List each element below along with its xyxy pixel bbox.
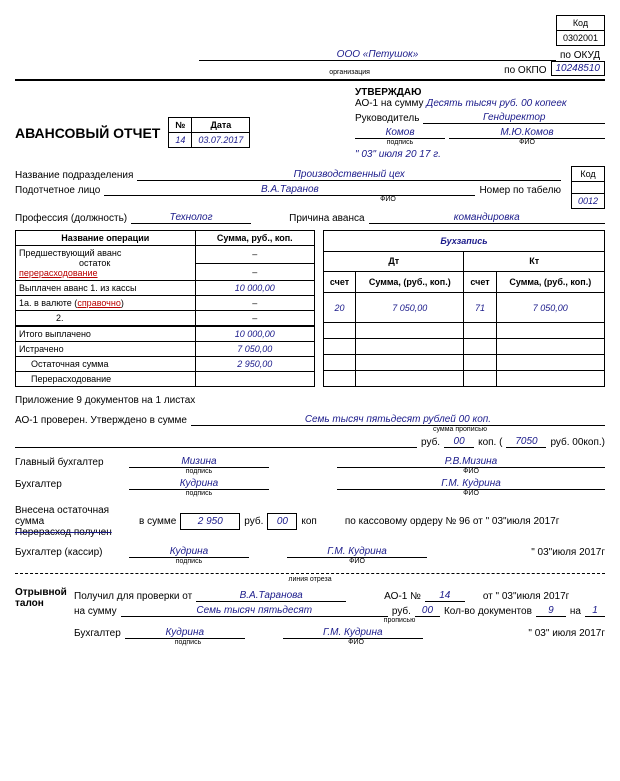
dept-v3: Технолог bbox=[131, 212, 251, 224]
boss-lbl: Руководитель bbox=[355, 113, 419, 124]
reason-lbl: Причина аванса bbox=[289, 213, 364, 224]
attachment: Приложение 9 документов на 1 листах bbox=[15, 395, 605, 406]
okpo-lbl: по ОКПО bbox=[504, 65, 546, 76]
boss-pos: Гендиректор bbox=[423, 112, 605, 124]
okud-lbl: по ОКУД bbox=[560, 50, 605, 61]
lt-h1: Название операции bbox=[16, 231, 196, 246]
org-name: ООО «Петушок» bbox=[199, 49, 556, 61]
tab-num: 0012 bbox=[571, 194, 604, 209]
kod-lbl2: Код bbox=[571, 167, 604, 182]
approve-date: " 03" июля 20 17 г. bbox=[355, 149, 605, 160]
kod-label: Код bbox=[556, 16, 604, 31]
okpo: 10248510 bbox=[551, 61, 606, 76]
dept-v1: Производственный цех bbox=[137, 169, 561, 181]
tab-lbl: Номер по табелю bbox=[479, 185, 561, 196]
report-title: АВАНСОВЫЙ ОТЧЕТ bbox=[15, 125, 160, 141]
dept-lbl3: Профессия (должность) bbox=[15, 213, 127, 224]
approve-sign: Комов bbox=[355, 127, 445, 139]
approve-l1: АО-1 на сумму bbox=[355, 98, 424, 109]
approve-amount: Десять тысяч руб. 00 копеек bbox=[426, 98, 566, 109]
report-date: 03.07.2017 bbox=[192, 133, 250, 148]
approve-title: УТВЕРЖДАЮ bbox=[355, 87, 421, 98]
dept-lbl1: Название подразделения bbox=[15, 170, 133, 181]
okud: 0302001 bbox=[556, 31, 604, 46]
slip-title: Отрывной талон bbox=[15, 587, 67, 609]
org-sub: организация bbox=[199, 69, 500, 76]
lt-h2: Сумма, руб., коп. bbox=[195, 231, 314, 246]
approve-fio: М.Ю.Комов bbox=[449, 127, 605, 139]
dept-lbl2: Подотчетное лицо bbox=[15, 185, 100, 196]
num-lbl: № bbox=[169, 118, 192, 133]
report-num: 14 bbox=[169, 133, 192, 148]
dept-v2: В.А.Таранов bbox=[104, 184, 475, 196]
reason: командировка bbox=[369, 212, 605, 224]
date-lbl: Дата bbox=[192, 118, 250, 133]
rt-title: Бухзапись bbox=[324, 231, 605, 252]
